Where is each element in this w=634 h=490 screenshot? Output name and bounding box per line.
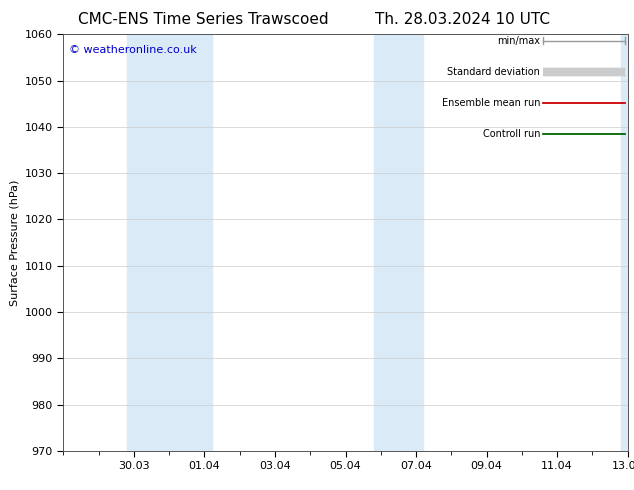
Bar [127,34,212,451]
Bar [621,34,628,451]
Bar [374,34,423,451]
Text: © weatheronline.co.uk: © weatheronline.co.uk [69,45,197,55]
Text: min/max: min/max [497,36,540,46]
Text: Th. 28.03.2024 10 UTC: Th. 28.03.2024 10 UTC [375,12,550,27]
Y-axis label: Surface Pressure (hPa): Surface Pressure (hPa) [10,179,19,306]
Text: Ensemble mean run: Ensemble mean run [442,98,540,108]
Text: Standard deviation: Standard deviation [448,67,540,77]
Text: CMC-ENS Time Series Trawscoed: CMC-ENS Time Series Trawscoed [77,12,328,27]
Text: Controll run: Controll run [482,129,540,139]
